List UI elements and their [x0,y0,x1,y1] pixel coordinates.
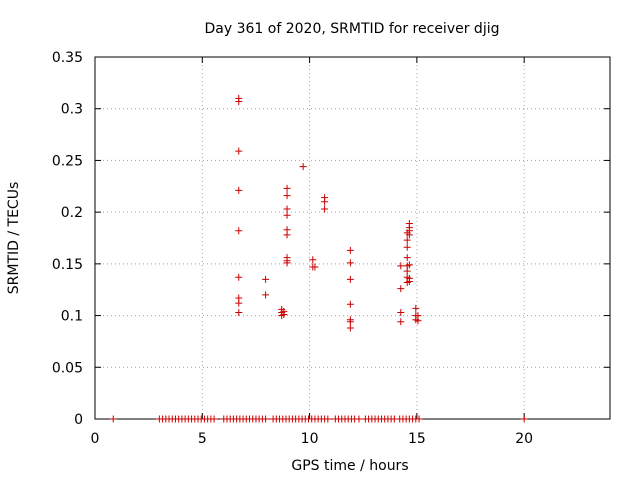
data-point [321,198,329,206]
data-point [324,415,332,423]
y-tick-label: 0.05 [52,360,83,376]
data-point [520,415,528,423]
x-tick-label: 10 [301,431,319,447]
data-points [109,94,528,423]
data-point [235,227,243,235]
data-point [403,236,411,244]
data-point [405,277,413,285]
data-point [235,273,243,281]
y-tick-label: 0.35 [52,50,83,66]
data-point [405,261,413,269]
data-point [262,275,270,283]
data-point [403,267,411,275]
data-point [355,415,363,423]
y-tick-label: 0 [74,412,83,428]
x-tick-label: 0 [91,431,100,447]
data-point [283,231,291,239]
data-point [280,311,288,319]
data-point [283,192,291,200]
data-point [403,254,411,262]
data-point [321,205,329,213]
y-tick-label: 0.3 [61,102,83,118]
x-tick-label: 5 [198,431,207,447]
data-point [262,291,270,299]
y-tick-label: 0.1 [61,309,83,325]
plot-frame [94,56,611,420]
grid-lines [95,57,610,419]
data-point [235,299,243,307]
data-point [397,262,405,270]
data-point [414,317,422,325]
x-axis-label: GPS time / hours [291,458,408,474]
data-point [412,304,420,312]
x-tick-label: 15 [408,431,426,447]
y-tick-label: 0.15 [52,257,83,273]
data-point [210,415,218,423]
data-point [262,415,270,423]
data-point [346,318,354,326]
data-point [397,308,405,316]
data-point [405,231,413,239]
data-point [309,256,317,264]
data-point [283,259,291,267]
data-point [346,246,354,254]
data-point [403,243,411,251]
y-tick-label: 0.25 [52,153,83,169]
chart-title: Day 361 of 2020, SRMTID for receiver dji… [205,21,500,37]
data-point [346,259,354,267]
y-tick-label: 0.2 [61,205,83,221]
data-point [235,186,243,194]
data-point [415,415,423,423]
data-point [235,147,243,155]
data-point [397,285,405,293]
data-point [235,308,243,316]
x-tick-label: 20 [515,431,533,447]
data-point [346,275,354,283]
data-point [283,205,291,213]
data-point [311,263,319,271]
data-point [346,300,354,308]
data-point [346,324,354,332]
axis-ticks: 0 5 10 15 20 0 0.05 0.1 0.15 0.2 0.25 0.3 0.35 [52,50,610,447]
data-point [109,415,117,423]
y-axis-label: SRMTID / TECUs [6,182,22,295]
data-point [299,163,307,171]
data-point [235,97,243,105]
data-point [283,184,291,192]
data-point [397,318,405,326]
data-point [283,211,291,219]
